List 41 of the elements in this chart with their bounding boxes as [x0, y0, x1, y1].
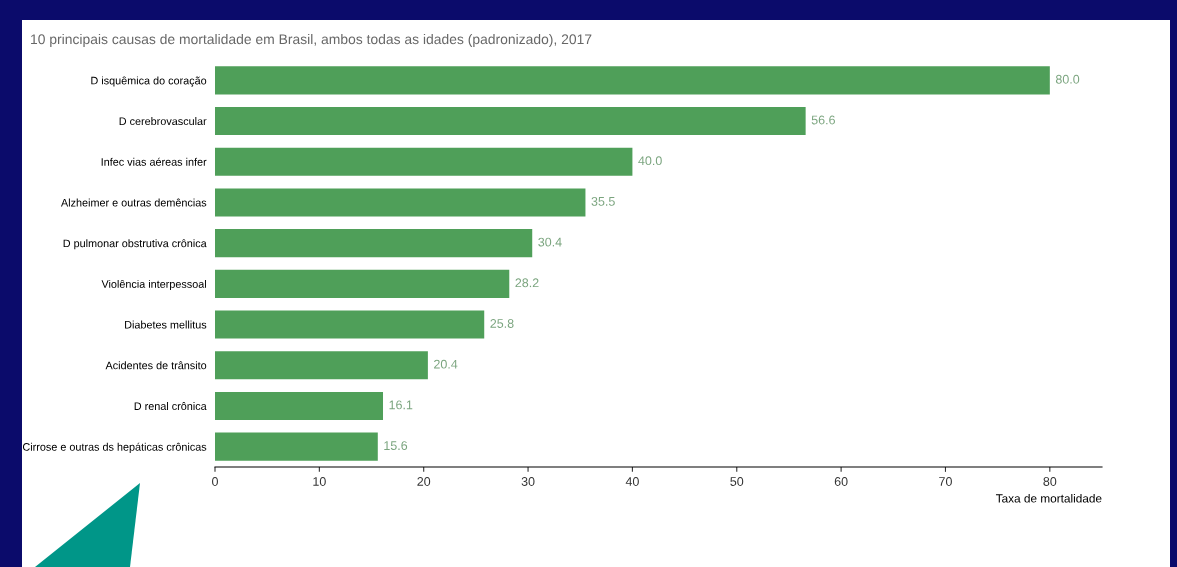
bar: [215, 391, 384, 420]
bar: [215, 188, 586, 217]
bar: [215, 229, 533, 258]
data-label: 16.1: [389, 400, 413, 410]
x-tick-label: 50: [730, 477, 744, 486]
data-label: 20.4: [434, 359, 458, 369]
bar: [215, 147, 633, 176]
bar: [215, 432, 378, 461]
x-tick-label: 40: [625, 477, 639, 486]
data-label: 15.6: [384, 441, 408, 451]
data-label: 30.4: [538, 237, 562, 247]
y-tick-label: Acidentes de trânsito: [105, 361, 207, 370]
data-label: 80.0: [1055, 74, 1080, 84]
data-label: 56.6: [811, 115, 835, 125]
data-label: 28.2: [515, 278, 539, 288]
bar: [215, 107, 806, 136]
y-tick-label: Violência interpessoal: [101, 279, 206, 291]
y-tick-label: Alzheimer e outras demências: [60, 198, 207, 207]
x-tick-label: 80: [1043, 477, 1057, 486]
y-tick-label: Diabetes mellitus: [125, 320, 207, 329]
bar: [215, 269, 510, 298]
bar: [215, 310, 485, 339]
x-tick-label: 0: [212, 477, 218, 486]
y-tick-label: D pulmonar obstrutiva crônica: [63, 239, 207, 250]
y-tick-label: Infec vias aéreas infer: [101, 157, 207, 166]
x-axis-title: Taxa de mortalidade: [995, 493, 1102, 503]
x-tick-label: 70: [939, 477, 952, 486]
y-tick-label: Cirrose e outras ds hepáticas crônicas: [22, 442, 207, 453]
bar: [215, 66, 1050, 95]
y-tick-label: D renal crônica: [134, 401, 207, 410]
x-tick-label: 30: [521, 477, 535, 486]
y-tick-label: D isquêmica do coração: [91, 76, 207, 87]
x-tick-label: 10: [313, 477, 326, 486]
data-label: 40.0: [638, 156, 662, 166]
x-tick-label: 20: [417, 477, 431, 486]
data-label: 35.5: [591, 196, 615, 206]
data-label: 25.8: [490, 319, 514, 328]
x-tick-label: 60: [834, 477, 848, 486]
y-tick-label: D cerebrovascular: [119, 117, 207, 126]
bar: [215, 351, 428, 380]
chart-title: 10 principais causas de mortalidade em Brasil, ambos todas as idades (padronizado), 2017: [31, 33, 592, 47]
